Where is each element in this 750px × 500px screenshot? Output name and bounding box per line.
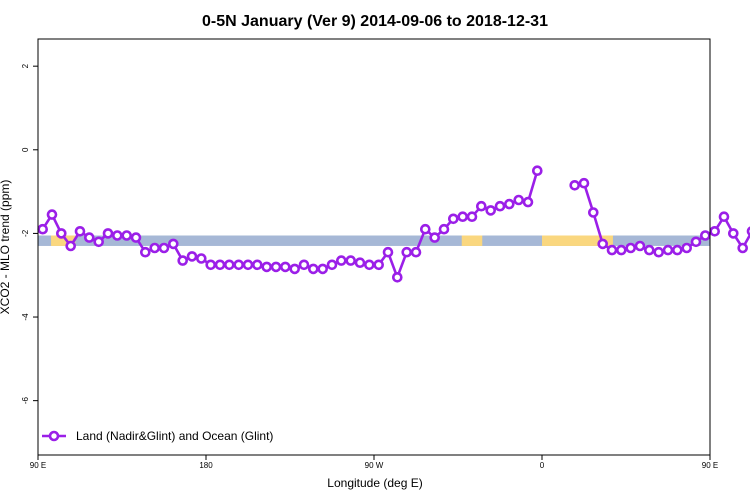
y-axis-label: XCO2 - MLO trend (ppm) xyxy=(0,180,12,315)
data-point xyxy=(457,211,469,222)
data-point xyxy=(205,259,216,271)
data-point xyxy=(345,255,357,266)
x-tick-label: 0 xyxy=(540,461,545,470)
y-tick-label: 2 xyxy=(21,63,30,68)
land-band-segment xyxy=(542,235,613,246)
data-point xyxy=(671,244,683,256)
data-point xyxy=(615,244,627,256)
data-point xyxy=(522,196,534,208)
data-point xyxy=(438,223,450,235)
surface-band xyxy=(38,235,710,246)
data-point xyxy=(391,271,403,283)
y-tick-label: -4 xyxy=(21,313,30,321)
data-point xyxy=(513,194,525,206)
data-point xyxy=(130,232,142,243)
data-point xyxy=(662,244,674,256)
data-point xyxy=(279,261,291,273)
data-point xyxy=(410,246,422,258)
data-point xyxy=(335,255,347,266)
ocean-band xyxy=(38,235,710,246)
data-point xyxy=(419,223,431,235)
data-point xyxy=(158,242,170,254)
x-tick-label: 180 xyxy=(199,461,213,470)
data-point xyxy=(485,205,497,216)
x-tick-label: 90 W xyxy=(365,461,384,470)
series-line xyxy=(41,170,539,279)
data-point xyxy=(737,242,749,254)
chart-title: 0-5N January (Ver 9) 2014-09-06 to 2018-… xyxy=(202,13,548,30)
data-point xyxy=(587,207,599,218)
data-point xyxy=(298,259,310,271)
data-point xyxy=(186,251,198,262)
data-point xyxy=(653,246,665,258)
data-point xyxy=(112,230,123,241)
data-point xyxy=(140,246,151,258)
land-band-segment xyxy=(51,235,76,246)
data-point xyxy=(270,261,282,273)
data-point xyxy=(168,238,179,250)
data-point xyxy=(233,259,244,271)
data-point xyxy=(55,228,67,239)
data-point xyxy=(251,259,263,271)
data-point xyxy=(289,263,301,275)
data-point xyxy=(569,180,581,191)
data-point xyxy=(37,223,49,235)
data-point xyxy=(681,242,693,254)
series-layer xyxy=(37,165,750,283)
data-point xyxy=(475,200,487,212)
data-point xyxy=(74,226,86,237)
y-tick-label: 0 xyxy=(21,147,30,152)
data-point xyxy=(261,261,273,273)
data-point xyxy=(214,259,226,271)
x-tick-label: 90 E xyxy=(30,461,46,470)
data-point xyxy=(373,259,385,271)
legend: Land (Nadir&Glint) and Ocean (Glint) xyxy=(42,429,273,443)
data-point xyxy=(46,209,58,220)
data-point xyxy=(447,213,459,225)
y-tick-label: -2 xyxy=(21,229,30,237)
data-point xyxy=(326,259,338,271)
data-point xyxy=(643,244,655,256)
data-point xyxy=(121,230,132,241)
data-point xyxy=(363,259,375,271)
x-tick-label: 90 E xyxy=(702,461,718,470)
y-tick-label: -6 xyxy=(21,396,30,404)
data-point xyxy=(93,236,104,248)
data-point xyxy=(727,228,739,239)
data-point xyxy=(307,263,319,275)
data-point xyxy=(494,200,506,212)
data-point xyxy=(625,242,637,254)
data-point xyxy=(597,238,609,250)
data-point xyxy=(699,230,711,241)
data-point xyxy=(578,177,590,189)
x-axis: 90 E 180 90 W 0 90 E xyxy=(30,455,718,470)
data-point xyxy=(709,226,721,237)
data-point xyxy=(224,259,235,271)
data-point xyxy=(149,242,160,254)
legend-marker xyxy=(48,430,60,442)
data-point xyxy=(503,198,515,210)
data-point xyxy=(718,211,730,222)
data-point xyxy=(466,211,478,222)
land-band-segment xyxy=(461,235,483,246)
data-point xyxy=(382,246,394,258)
data-point xyxy=(531,165,543,176)
data-point xyxy=(102,228,114,239)
y-axis: 2 0 -2 -4 -6 xyxy=(21,63,38,404)
data-point xyxy=(84,232,95,243)
data-point xyxy=(317,263,329,275)
data-point xyxy=(65,240,76,252)
data-point xyxy=(401,246,413,258)
legend-entry-land-ocean: Land (Nadir&Glint) and Ocean (Glint) xyxy=(76,429,273,443)
data-point xyxy=(196,253,207,264)
data-point xyxy=(177,255,188,266)
data-point xyxy=(606,244,618,256)
data-point xyxy=(242,259,254,271)
data-point xyxy=(354,257,366,269)
data-point xyxy=(634,240,646,252)
x-axis-label: Longitude (deg E) xyxy=(327,476,422,490)
data-point xyxy=(429,232,441,243)
data-point xyxy=(690,236,702,248)
